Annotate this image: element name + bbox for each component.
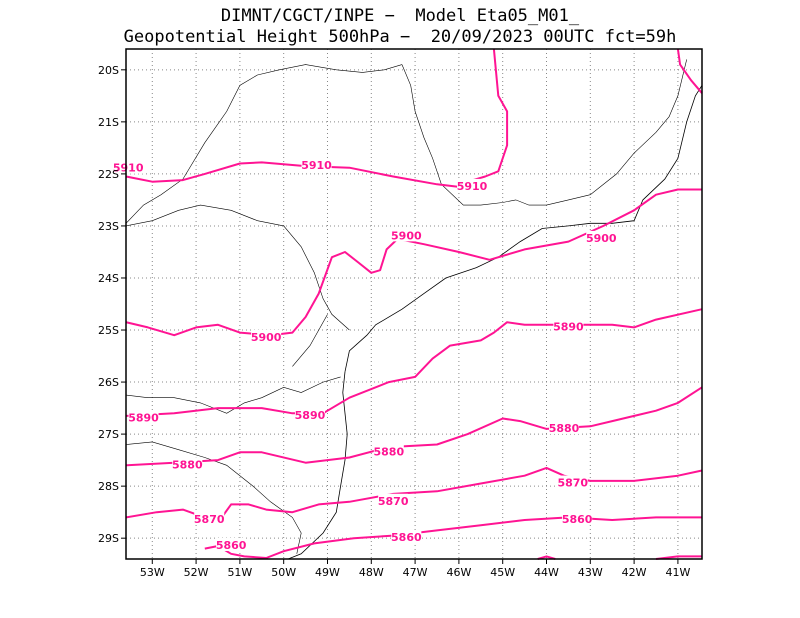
- contour-label-bg: [251, 329, 282, 343]
- contour-5860: [204, 516, 702, 559]
- state-border: [125, 64, 403, 224]
- contour-label-bg: [378, 493, 409, 507]
- x-tick-label: 42W: [622, 566, 647, 579]
- contour-label: 5880: [374, 445, 405, 458]
- state-border: [125, 204, 350, 331]
- y-tick-label: 23S: [98, 220, 119, 233]
- contour-label-bg: [216, 537, 247, 551]
- contour-5910: [676, 48, 703, 94]
- contour-label-bg: [553, 319, 584, 333]
- contour-label: 5900: [586, 232, 617, 245]
- contour-5880: [125, 386, 703, 467]
- x-tick-label: 48W: [359, 566, 384, 579]
- contour-5860: [655, 555, 702, 560]
- contour-label: 5890: [553, 320, 584, 333]
- contour-label-bg: [391, 530, 422, 544]
- contour-label: 5910: [113, 162, 144, 175]
- contour-5860: [537, 555, 556, 560]
- state-border: [401, 59, 687, 206]
- contour-lines: [125, 48, 703, 560]
- contour-label: 5860: [391, 531, 422, 544]
- contour-label: 5870: [557, 477, 588, 490]
- contour-5900: [125, 188, 702, 337]
- y-tick-label: 27S: [98, 428, 119, 441]
- x-axis-ticks: 53W 52W 51W 50W 49W 48W 47W 46W 45W 44W 43W 42W 41W: [140, 559, 690, 579]
- x-tick-label: 53W: [140, 566, 165, 579]
- contour-label: 5900: [391, 229, 422, 242]
- coastlines-and-borders: [125, 59, 703, 560]
- y-tick-label: 24S: [98, 272, 119, 285]
- contour-label: 5890: [295, 409, 326, 422]
- x-tick-label: 49W: [315, 566, 340, 579]
- contour-label: 5870: [378, 495, 409, 508]
- contour-label-bg: [128, 410, 159, 424]
- contour-5910: [125, 48, 509, 188]
- coastline: [344, 85, 703, 372]
- contour-label-bg: [301, 158, 332, 172]
- contour-label: 5910: [457, 180, 488, 193]
- x-tick-label: 46W: [446, 566, 471, 579]
- contour-label-bg: [294, 407, 325, 421]
- x-tick-label: 45W: [490, 566, 515, 579]
- contour-label: 5860: [216, 539, 247, 552]
- contour-label: 5870: [194, 513, 225, 526]
- contour-label-bg: [194, 511, 225, 525]
- x-tick-label: 52W: [184, 566, 209, 579]
- contour-label-bg: [557, 475, 588, 489]
- lat-lon-gridlines: [126, 49, 702, 559]
- state-border: [125, 441, 302, 554]
- y-tick-label: 22S: [98, 168, 119, 181]
- contour-label: 5890: [128, 411, 159, 424]
- contour-label-bg: [172, 457, 203, 471]
- y-tick-label: 28S: [98, 480, 119, 493]
- y-tick-label: 25S: [98, 324, 119, 337]
- coastline-south: [287, 371, 348, 560]
- x-tick-label: 51W: [227, 566, 252, 579]
- contour-label-bg: [373, 444, 404, 458]
- y-tick-label: 20S: [98, 64, 119, 77]
- contour-label: 5880: [172, 458, 203, 471]
- x-tick-label: 44W: [534, 566, 559, 579]
- contour-label-bg: [391, 228, 422, 242]
- y-tick-label: 21S: [98, 116, 119, 129]
- contour-label: 5880: [549, 422, 580, 435]
- state-border: [125, 376, 341, 414]
- contour-5890: [125, 308, 703, 417]
- x-tick-label: 47W: [403, 566, 428, 579]
- x-tick-label: 43W: [578, 566, 603, 579]
- contour-label-bg: [562, 511, 593, 525]
- y-tick-label: 29S: [98, 532, 119, 545]
- contour-label-bg: [586, 230, 617, 244]
- map-title-line1: DIMNT/CGCT/INPE − Model Eta05_M01_: [220, 6, 580, 26]
- contour-label: 5860: [562, 513, 593, 526]
- contour-label: 5900: [251, 331, 282, 344]
- contour-labels: 5910 5910 5910 5900 5900 5900 5890 5890 5890 5880…: [113, 158, 617, 552]
- contour-label-bg: [113, 160, 144, 174]
- y-tick-label: 26S: [98, 376, 119, 389]
- map-title-line2: Geopotential Height 500hPa − 20/09/2023 …: [123, 27, 677, 47]
- contour-label-bg: [457, 178, 488, 192]
- contour-label-bg: [549, 420, 580, 434]
- state-border: [292, 314, 328, 367]
- y-axis-ticks: 20S 21S 22S 23S 24S 25S 26S 27S 28S 29S: [98, 64, 126, 545]
- x-tick-label: 41W: [665, 566, 690, 579]
- x-tick-label: 50W: [271, 566, 296, 579]
- contour-label: 5910: [301, 159, 332, 172]
- map-frame: [125, 48, 703, 560]
